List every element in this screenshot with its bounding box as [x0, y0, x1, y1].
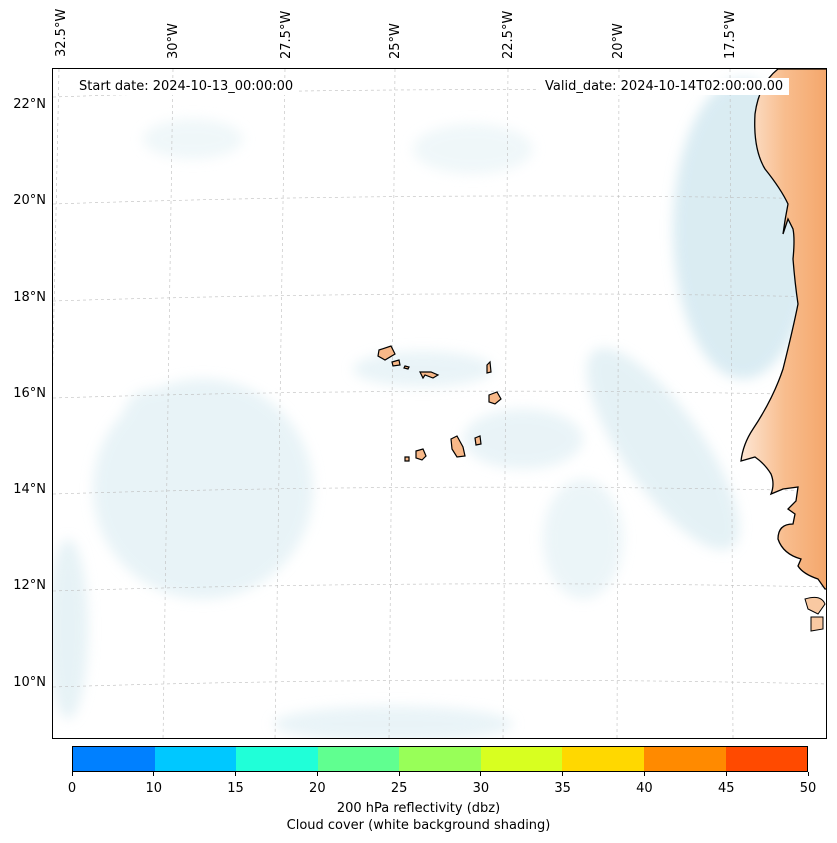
colorbar-tick-label: 50	[799, 781, 817, 796]
lat-label-18n: 18°N	[13, 290, 46, 305]
colorbar-tick-mark	[235, 772, 237, 776]
island-maio	[474, 435, 482, 446]
colorbar-tick-mark	[398, 772, 400, 776]
lat-label-10n: 10°N	[13, 675, 46, 690]
cloud-cover-shading	[53, 79, 813, 738]
lon-label-20w: 20°W	[611, 23, 626, 59]
island-santo-antao	[377, 345, 396, 361]
lon-label-22.5w: 22.5°W	[501, 10, 516, 59]
colorbar-segment	[154, 747, 237, 771]
colorbar-tick-mark	[153, 772, 155, 776]
colorbar-segment	[399, 747, 481, 771]
colorbar-tick-mark	[71, 772, 73, 776]
map-panel: Start date: 2024-10-13_00:00:00 Valid_da…	[52, 68, 827, 739]
colorbar-tick-label: 30	[472, 781, 490, 796]
colorbar-tick-label: 10	[145, 781, 163, 796]
colorbar-tick-label: 0	[67, 781, 77, 796]
cape-verde-islands	[377, 345, 502, 462]
lat-label-22n: 22°N	[13, 97, 46, 112]
colorbar-tick-label: 20	[309, 781, 326, 796]
colorbar	[72, 746, 808, 772]
coast-islands-bissau	[804, 596, 826, 632]
colorbar-tick-mark	[480, 772, 482, 776]
colorbar-tick-label: 15	[227, 781, 244, 796]
colorbar-segment	[236, 747, 318, 771]
lat-label-12n: 12°N	[13, 578, 46, 593]
island-sao-vicente	[391, 359, 401, 367]
colorbar-tick-mark	[807, 772, 809, 776]
colorbar-segment	[73, 747, 155, 771]
island-sal	[486, 360, 492, 374]
colorbar-segment	[317, 747, 400, 771]
colorbar-segment	[725, 747, 808, 771]
colorbar-tick-label: 40	[636, 781, 653, 796]
valid-date-label: Valid_date: 2024-10-14T02:00:00.00	[539, 78, 790, 95]
island-santiago	[450, 435, 466, 458]
colorbar-tick-mark	[643, 772, 645, 776]
colorbar-tick-mark	[725, 772, 727, 776]
island-sao-nicolau	[419, 371, 440, 380]
map-canvas	[53, 69, 826, 738]
lat-label-20n: 20°N	[13, 193, 46, 208]
africa-coastline	[740, 69, 826, 590]
colorbar-segment	[480, 747, 563, 771]
lon-label-25w: 25°W	[388, 23, 403, 59]
colorbar-label: 200 hPa reflectivity (dbz)	[336, 801, 501, 816]
lat-label-14n: 14°N	[13, 482, 46, 497]
lon-label-32.5w: 32.5°W	[54, 8, 69, 57]
island-boa-vista	[488, 391, 502, 405]
lon-label-30w: 30°W	[166, 23, 181, 59]
colorbar-tick-label: 25	[390, 781, 408, 796]
colorbar-tick-label: 45	[717, 781, 735, 796]
island-santa-luzia	[403, 365, 410, 370]
colorbar-tick-label: 35	[554, 781, 571, 796]
colorbar-segment	[643, 747, 726, 771]
colorbar-tick-mark	[316, 772, 318, 776]
colorbar-segment	[562, 747, 644, 771]
island-fogo	[415, 448, 427, 461]
lat-label-16n: 16°N	[13, 386, 46, 401]
start-date-label: Start date: 2024-10-13_00:00:00	[73, 78, 300, 95]
lon-label-27.5w: 27.5°W	[279, 10, 294, 59]
colorbar-tick-mark	[562, 772, 564, 776]
lon-label-17.5w: 17.5°W	[723, 10, 738, 59]
colorbar-sublabel: Cloud cover (white background shading)	[286, 818, 551, 833]
island-brava	[404, 456, 410, 462]
